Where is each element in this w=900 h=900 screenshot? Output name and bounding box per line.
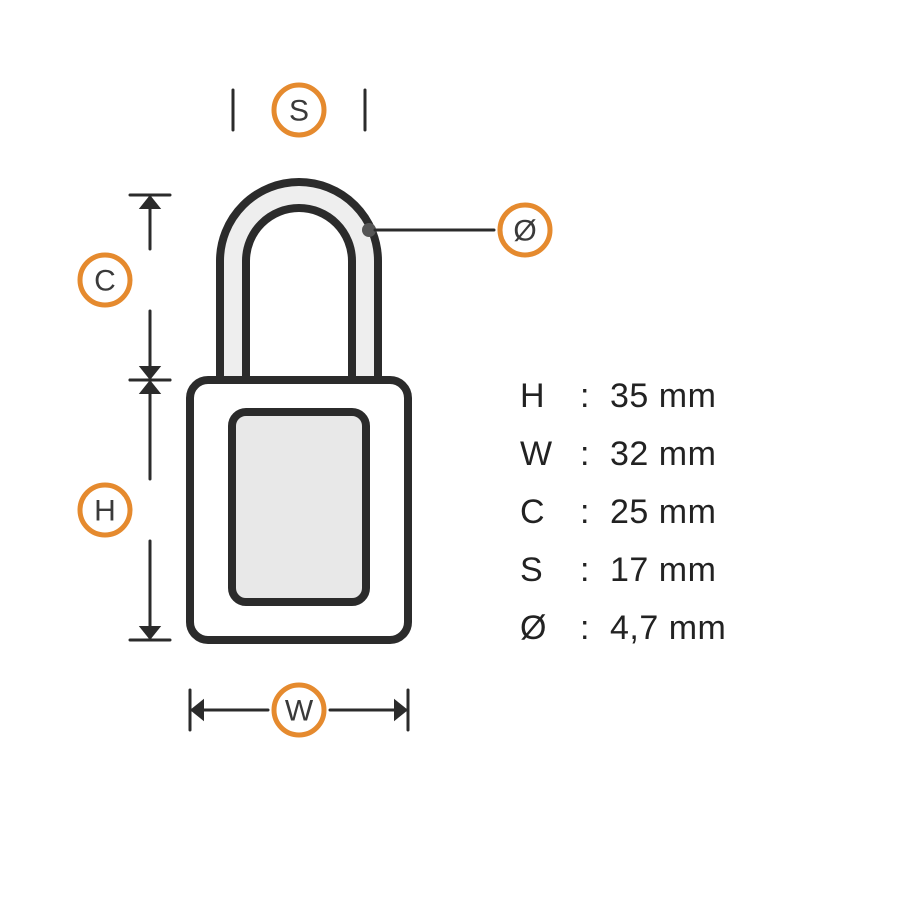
spec-symbol: C	[520, 493, 545, 531]
spec-row: C:25 mm	[520, 493, 716, 531]
spec-symbol: W	[520, 435, 553, 473]
dimension-c: C	[80, 195, 170, 380]
spec-colon: :	[580, 609, 590, 647]
spec-colon: :	[580, 377, 590, 415]
spec-colon: :	[580, 493, 590, 531]
padlock-dimension-diagram: SØCHWH:35 mmW:32 mmC:25 mmS:17 mmØ:4,7 m…	[0, 0, 900, 900]
dimension-s: S	[233, 85, 365, 135]
spec-value: 17 mm	[610, 551, 716, 589]
svg-text:S: S	[289, 95, 309, 128]
spec-row: W:32 mm	[520, 435, 716, 473]
badge-s: S	[274, 85, 324, 135]
badge-diameter: Ø	[500, 205, 550, 255]
badge-h: H	[80, 485, 130, 535]
svg-text:H: H	[94, 495, 116, 528]
spec-symbol: H	[520, 377, 545, 415]
spec-value: 25 mm	[610, 493, 716, 531]
svg-text:C: C	[94, 265, 116, 298]
specification-list: H:35 mmW:32 mmC:25 mmS:17 mmØ:4,7 mm	[520, 377, 726, 647]
spec-row: Ø:4,7 mm	[520, 609, 726, 647]
svg-text:Ø: Ø	[513, 215, 536, 248]
dimension-h: H	[80, 380, 170, 640]
padlock-icon	[190, 195, 408, 640]
spec-row: S:17 mm	[520, 551, 716, 589]
spec-value: 4,7 mm	[610, 609, 726, 647]
spec-colon: :	[580, 551, 590, 589]
badge-w: W	[274, 685, 324, 735]
spec-symbol: S	[520, 551, 543, 589]
spec-value: 35 mm	[610, 377, 716, 415]
dimension-w: W	[190, 685, 408, 735]
spec-row: H:35 mm	[520, 377, 716, 415]
spec-colon: :	[580, 435, 590, 473]
spec-value: 32 mm	[610, 435, 716, 473]
svg-text:W: W	[285, 695, 314, 728]
badge-c: C	[80, 255, 130, 305]
spec-symbol: Ø	[520, 609, 547, 647]
dimension-diameter: Ø	[362, 205, 550, 255]
